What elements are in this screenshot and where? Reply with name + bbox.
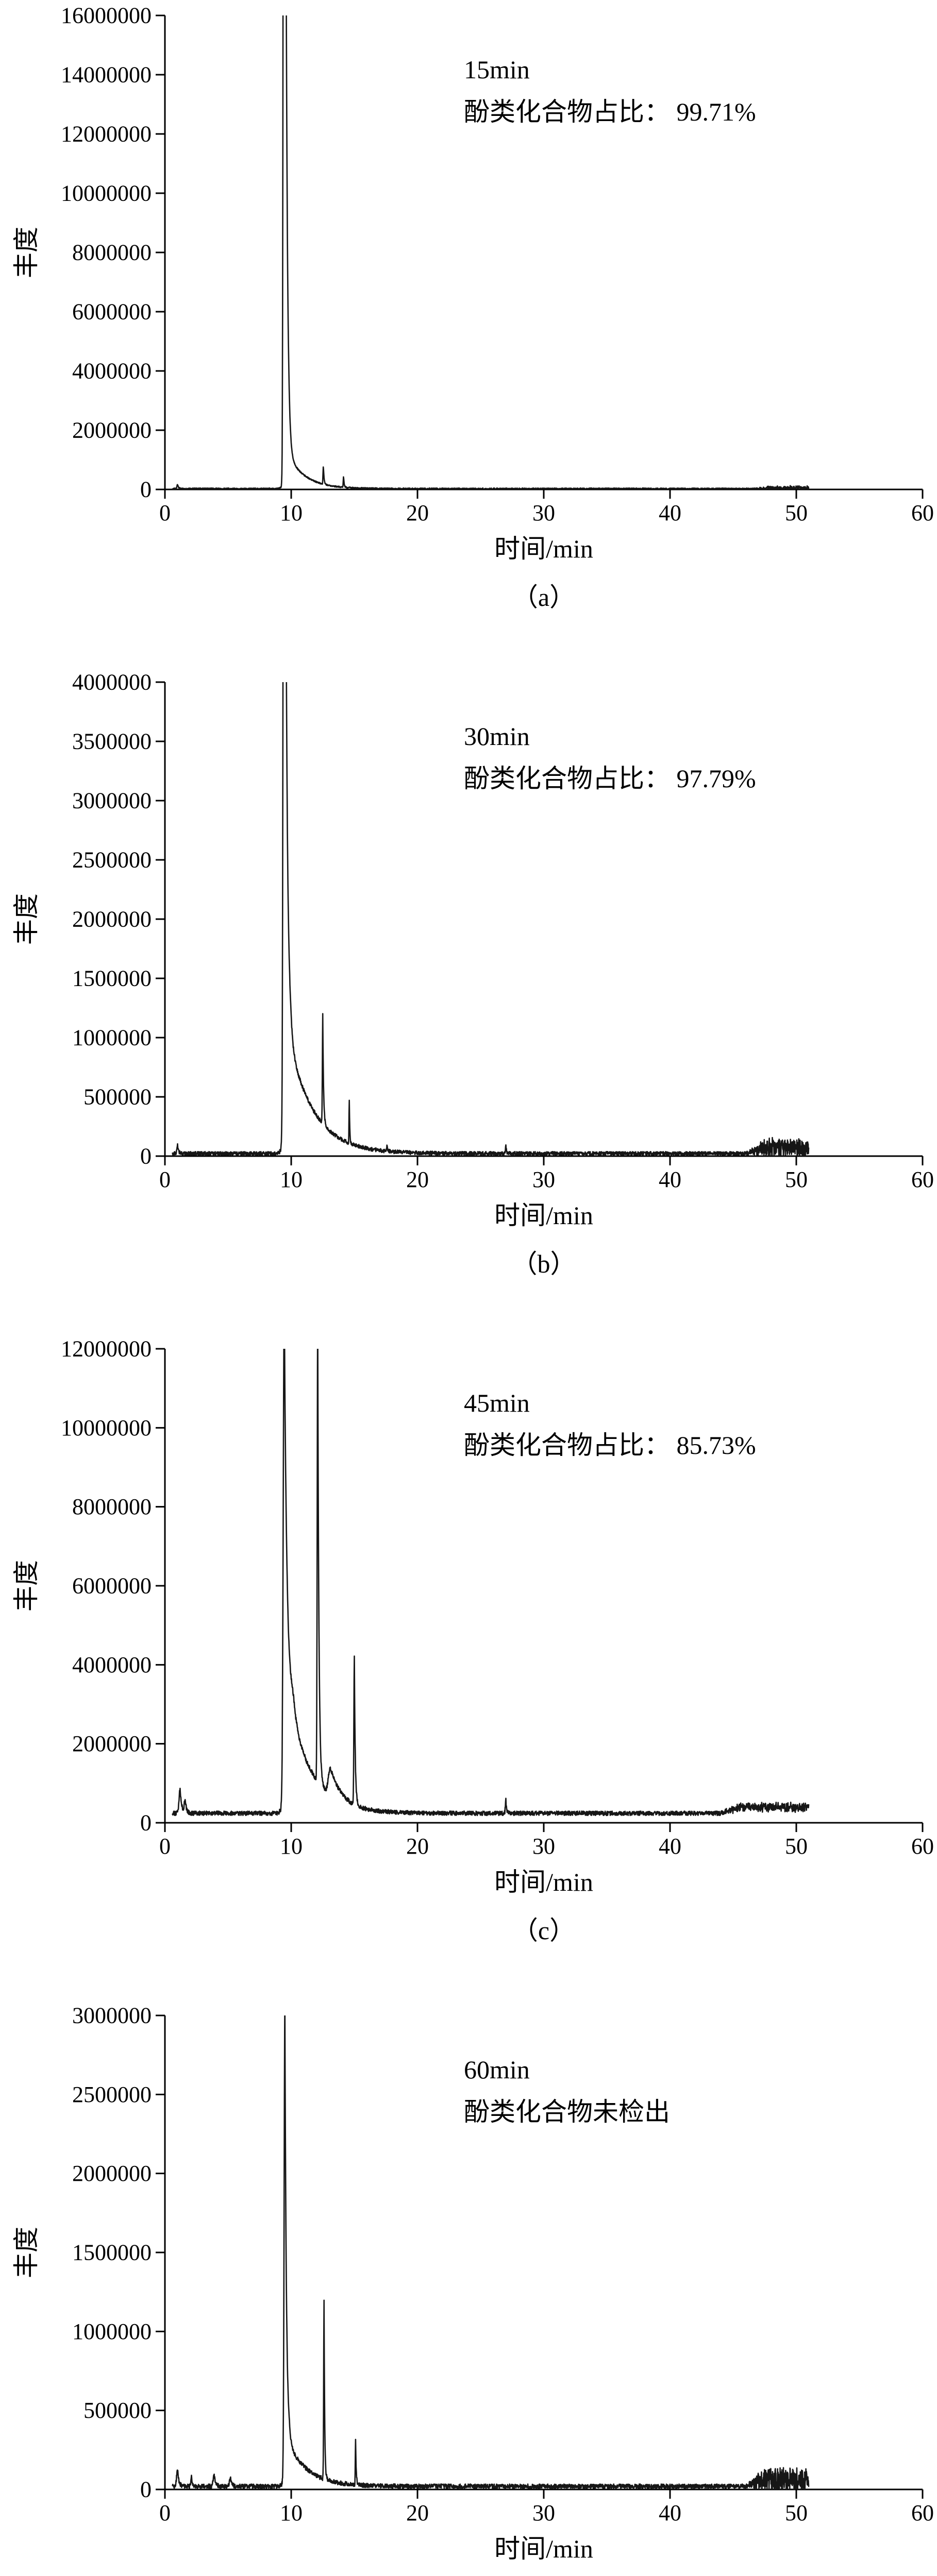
x-axis-label: 时间/min [494,534,593,563]
y-tick-label: 6000000 [72,1573,152,1599]
y-tick-label: 16000000 [61,3,152,28]
axes [164,682,923,1157]
y-tick-label: 500000 [83,1084,152,1110]
chromatogram-trace [172,682,810,1156]
x-tick-label: 0 [159,500,171,526]
y-tick-label: 2500000 [72,848,152,873]
y-tick-label: 2000000 [72,1731,152,1756]
x-tick-label: 30 [532,1834,555,1859]
x-tick-label: 30 [532,2500,555,2526]
panel-caption: （c） [512,1916,575,1945]
annotation-line: 45min [464,1388,530,1417]
x-tick-label: 50 [785,500,808,526]
y-tick-label: 1500000 [72,2240,152,2265]
annotation-line: 60min [464,2055,530,2084]
annotation-line: 酚类化合物占比： 99.71% [464,97,756,126]
x-tick-label: 50 [785,2500,808,2526]
annotation-line: 酚类化合物未检出 [464,2097,670,2126]
y-tick-label: 1000000 [72,1025,152,1050]
x-tick-label: 50 [785,1834,808,1859]
x-tick-label: 50 [785,1167,808,1192]
y-tick-label: 2000000 [72,418,152,443]
x-tick-label: 10 [280,1834,303,1859]
y-tick-label: 1500000 [72,966,152,991]
axes [164,15,923,490]
chart-b: 0 500000 1000000 1500000 2000000 2500000 30000… [12,670,934,1278]
x-tick-label: 20 [406,2500,429,2526]
y-tick-label: 10000000 [61,1415,152,1440]
x-tick-label: 30 [532,500,555,526]
y-tick-label: 8000000 [72,240,152,265]
chromatogram-panel-b: 0 500000 1000000 1500000 2000000 2500000 30000… [0,667,937,1333]
x-tick-label: 40 [659,500,681,526]
y-tick-label: 2000000 [72,907,152,932]
chromatogram-panel-a: 0 2000000 4000000 6000000 8000000 10000000 120… [0,0,937,667]
y-tick-label: 8000000 [72,1494,152,1519]
y-tick-label: 12000000 [61,122,152,147]
x-tick-label: 0 [159,1834,171,1859]
y-tick-label: 12000000 [61,1336,152,1362]
x-tick-label: 40 [659,1167,681,1192]
x-tick-label: 0 [159,2500,171,2526]
x-tick-label: 60 [911,500,934,526]
y-tick-label: 14000000 [61,62,152,88]
y-tick-label: 10000000 [61,181,152,206]
chromatogram-trace [172,1349,810,1817]
x-tick-label: 60 [911,1167,934,1192]
y-tick-label: 3500000 [72,729,152,754]
y-axis-label: 丰度 [12,1560,41,1612]
x-tick-label: 10 [280,2500,303,2526]
x-axis-label: 时间/min [494,1868,593,1896]
y-axis-label: 丰度 [12,893,41,945]
y-tick-label: 2500000 [72,2082,152,2107]
annotation-line: 15min [464,55,530,84]
y-tick-label: 0 [140,477,152,502]
annotation-line: 酚类化合物占比： 97.79% [464,764,756,793]
y-axis-label: 丰度 [12,2227,41,2278]
panel-caption: （b） [512,1249,576,1278]
chart-d: 0 500000 1000000 1500000 2000000 2500000 30000… [12,2003,934,2563]
annotation-line: 酚类化合物占比： 85.73% [464,1431,756,1460]
x-tick-label: 40 [659,2500,681,2526]
y-tick-label: 0 [140,1810,152,1836]
x-tick-label: 20 [406,1167,429,1192]
y-tick-label: 4000000 [72,359,152,384]
y-tick-label: 4000000 [72,1652,152,1677]
chromatogram-trace [172,15,810,489]
axes [164,1349,923,1824]
x-tick-label: 40 [659,1834,681,1859]
x-axis-label: 时间/min [494,1201,593,1230]
annotation-line: 30min [464,722,530,751]
axes [164,2015,923,2490]
chart-a: 0 2000000 4000000 6000000 8000000 10000000 120… [12,3,934,612]
chromatogram-panel-d: 0 500000 1000000 1500000 2000000 2500000 30000… [0,2000,937,2576]
y-tick-label: 0 [140,2477,152,2502]
y-tick-label: 1000000 [72,2319,152,2344]
panel-caption: （a） [512,583,575,612]
y-tick-label: 3000000 [72,788,152,814]
x-tick-label: 10 [280,500,303,526]
y-tick-label: 3000000 [72,2003,152,2028]
x-axis-label: 时间/min [494,2534,593,2563]
chart-c: 0 2000000 4000000 6000000 8000000 10000000 120… [12,1336,934,1945]
x-tick-label: 30 [532,1167,555,1192]
y-tick-label: 2000000 [72,2161,152,2186]
y-tick-label: 0 [140,1144,152,1169]
x-tick-label: 60 [911,2500,934,2526]
chromatogram-trace [172,2015,810,2489]
y-tick-label: 500000 [83,2398,152,2423]
x-tick-label: 0 [159,1167,171,1192]
x-tick-label: 20 [406,1834,429,1859]
chromatogram-panel-c: 0 2000000 4000000 6000000 8000000 10000000 120… [0,1333,937,2000]
x-tick-label: 60 [911,1834,934,1859]
y-tick-label: 4000000 [72,670,152,695]
x-tick-label: 20 [406,500,429,526]
x-tick-label: 10 [280,1167,303,1192]
y-axis-label: 丰度 [12,227,41,278]
y-tick-label: 6000000 [72,299,152,325]
